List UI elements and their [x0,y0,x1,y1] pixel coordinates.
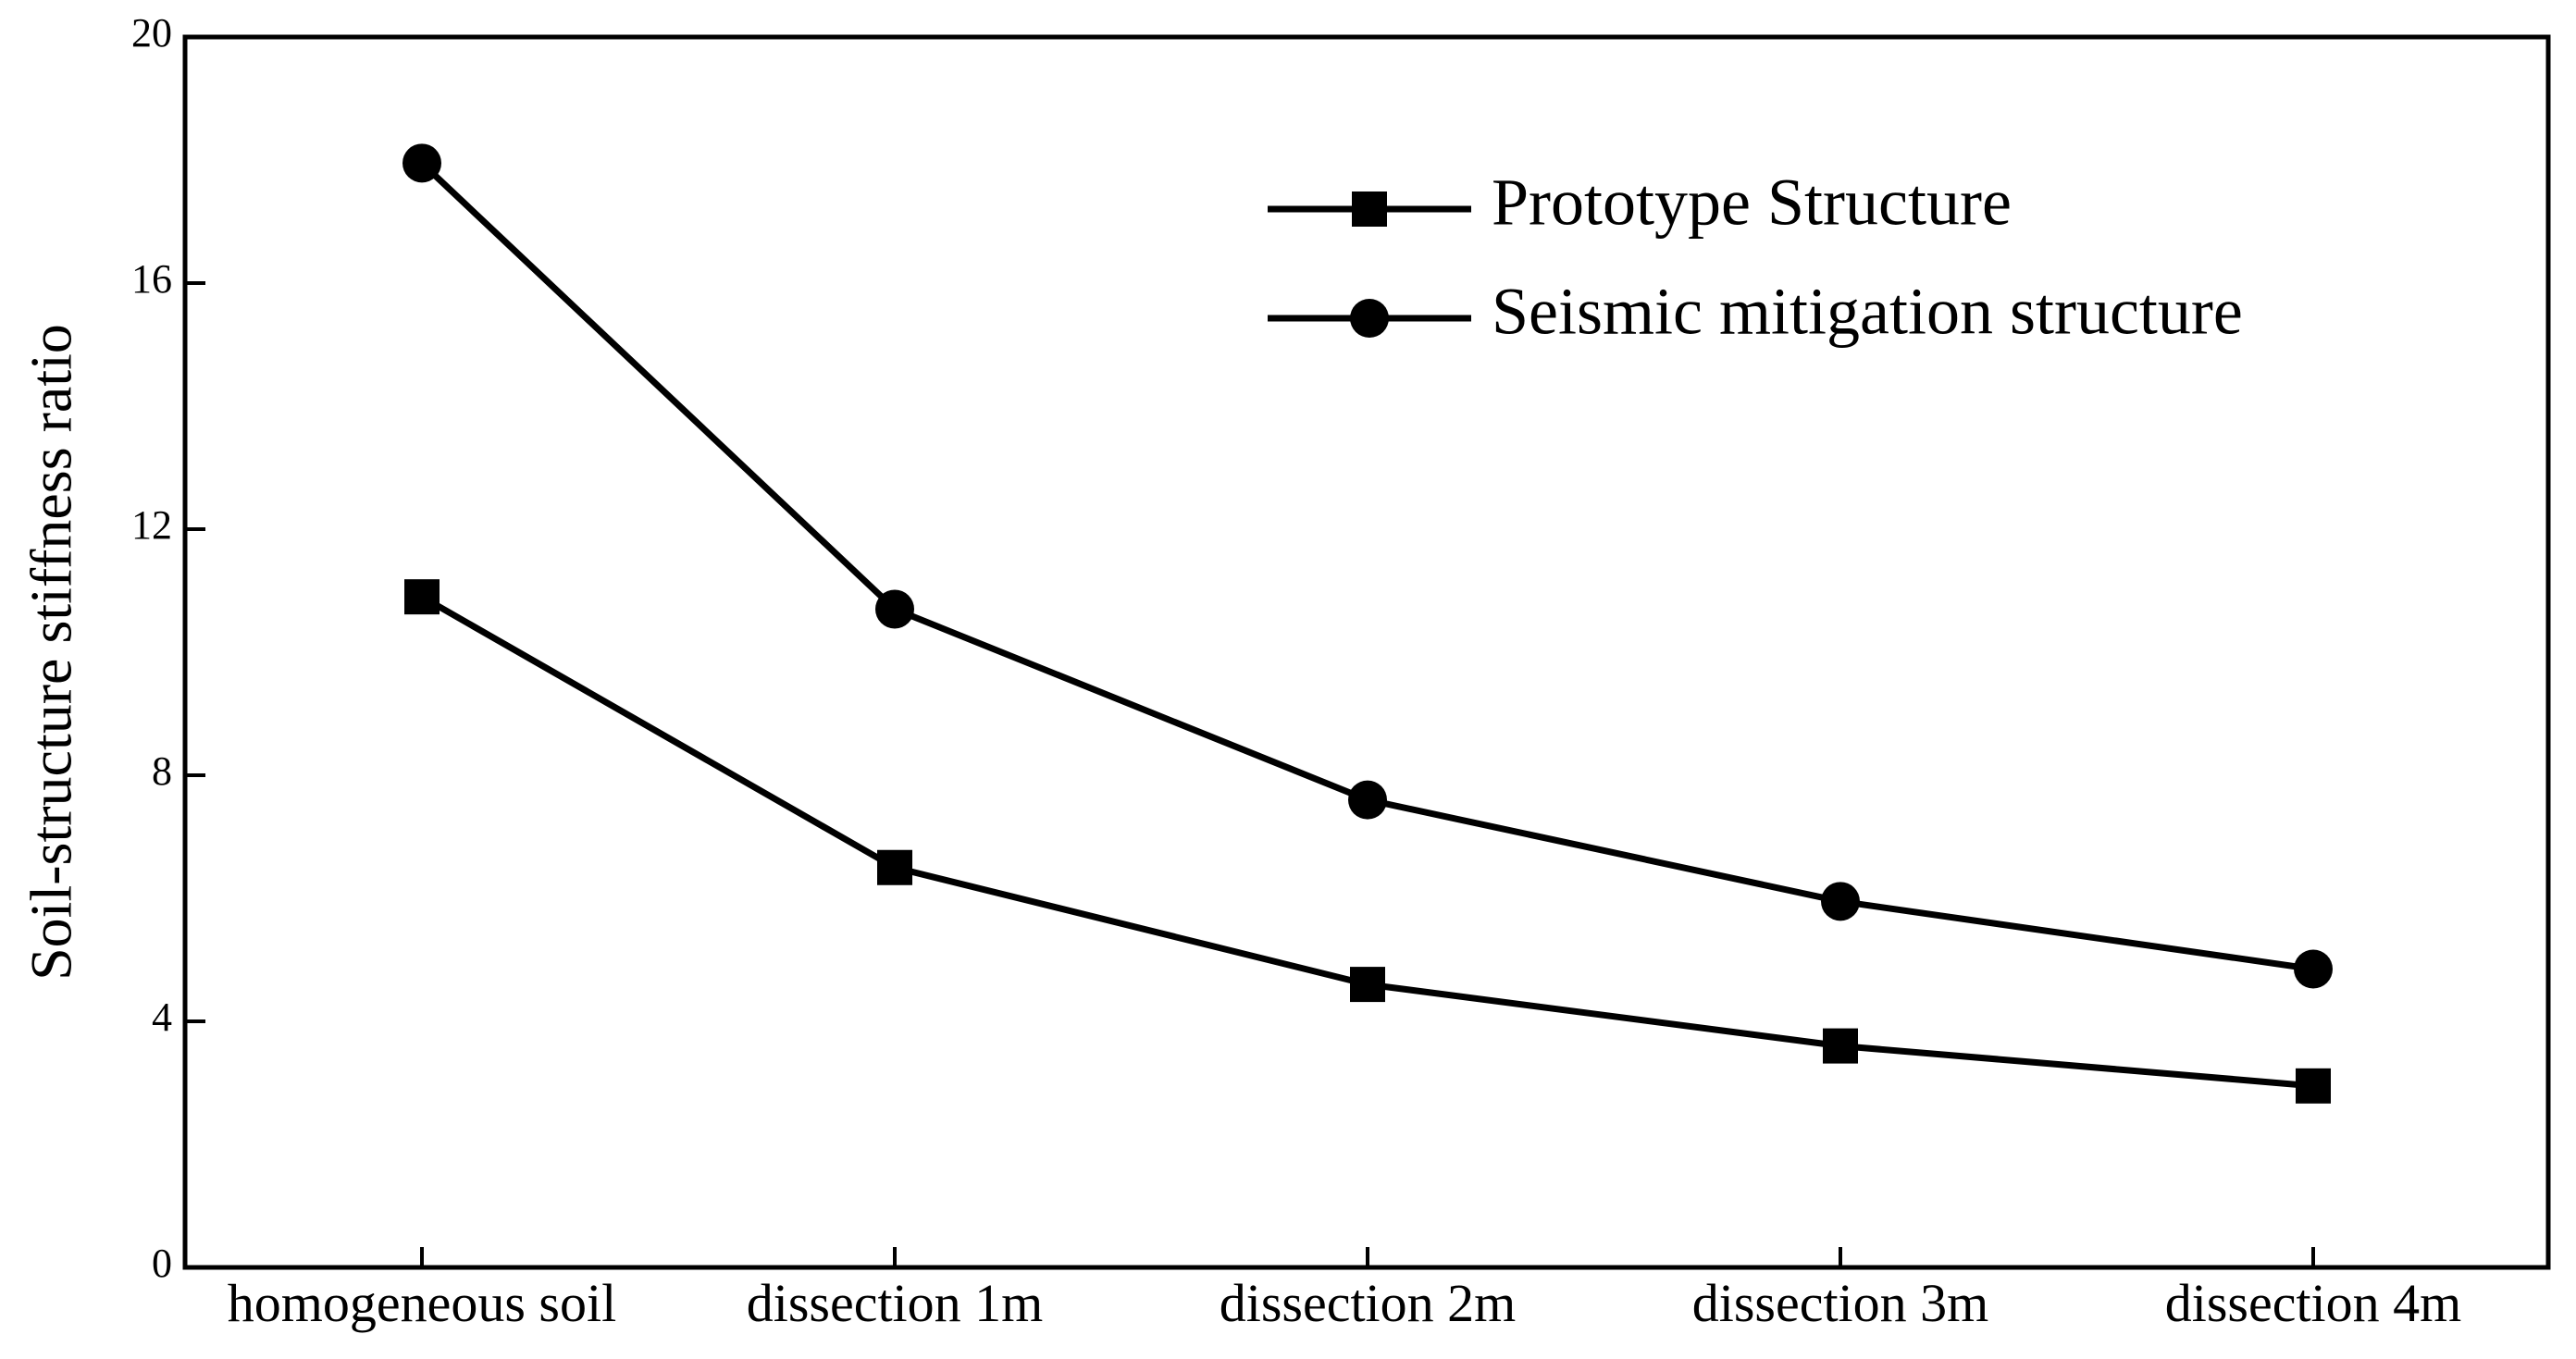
x-tick-label: dissection 4m [2165,1273,2462,1333]
x-tick-label: dissection 1m [747,1273,1044,1333]
circle-marker [1350,299,1389,338]
square-marker [404,579,440,615]
circle-marker [402,143,441,183]
square-marker [1823,1028,1858,1064]
y-tick-label: 0 [152,1241,172,1286]
square-marker [1352,191,1387,227]
x-tick-label: homogeneous soil [228,1273,616,1333]
y-tick-label: 8 [152,748,172,794]
series-circle [402,143,2333,989]
series-line [420,594,2314,1090]
square-marker [1350,967,1385,1003]
y-axis-title: Soil-structure stiffness ratio [19,324,84,981]
square-marker [2296,1068,2331,1104]
y-axis-ticks: 0 4 8 12 16 20 [131,10,205,1286]
x-tick-label: dissection 3m [1692,1273,1989,1333]
y-tick-label: 20 [131,10,172,56]
legend-label: Prototype Structure [1492,166,2012,240]
square-marker [877,849,912,885]
legend-label: Seismic mitigation structure [1492,275,2243,349]
x-axis-ticks: homogeneous soil dissection 1m dissection … [228,1247,2462,1333]
circle-marker [875,589,914,629]
y-tick-label: 12 [131,502,172,548]
circle-marker [1348,780,1387,820]
legend: Prototype Structure Seismic mitigation st… [1268,166,2243,349]
circle-marker [2294,949,2333,989]
x-tick-label: dissection 2m [1220,1273,1517,1333]
y-tick-label: 16 [131,256,172,302]
y-tick-label: 4 [152,995,172,1040]
legend-entry: Seismic mitigation structure [1268,275,2243,349]
series-square [404,579,2331,1104]
series-layer [402,143,2333,1104]
legend-entry: Prototype Structure [1268,166,2012,240]
circle-marker [1821,882,1860,921]
